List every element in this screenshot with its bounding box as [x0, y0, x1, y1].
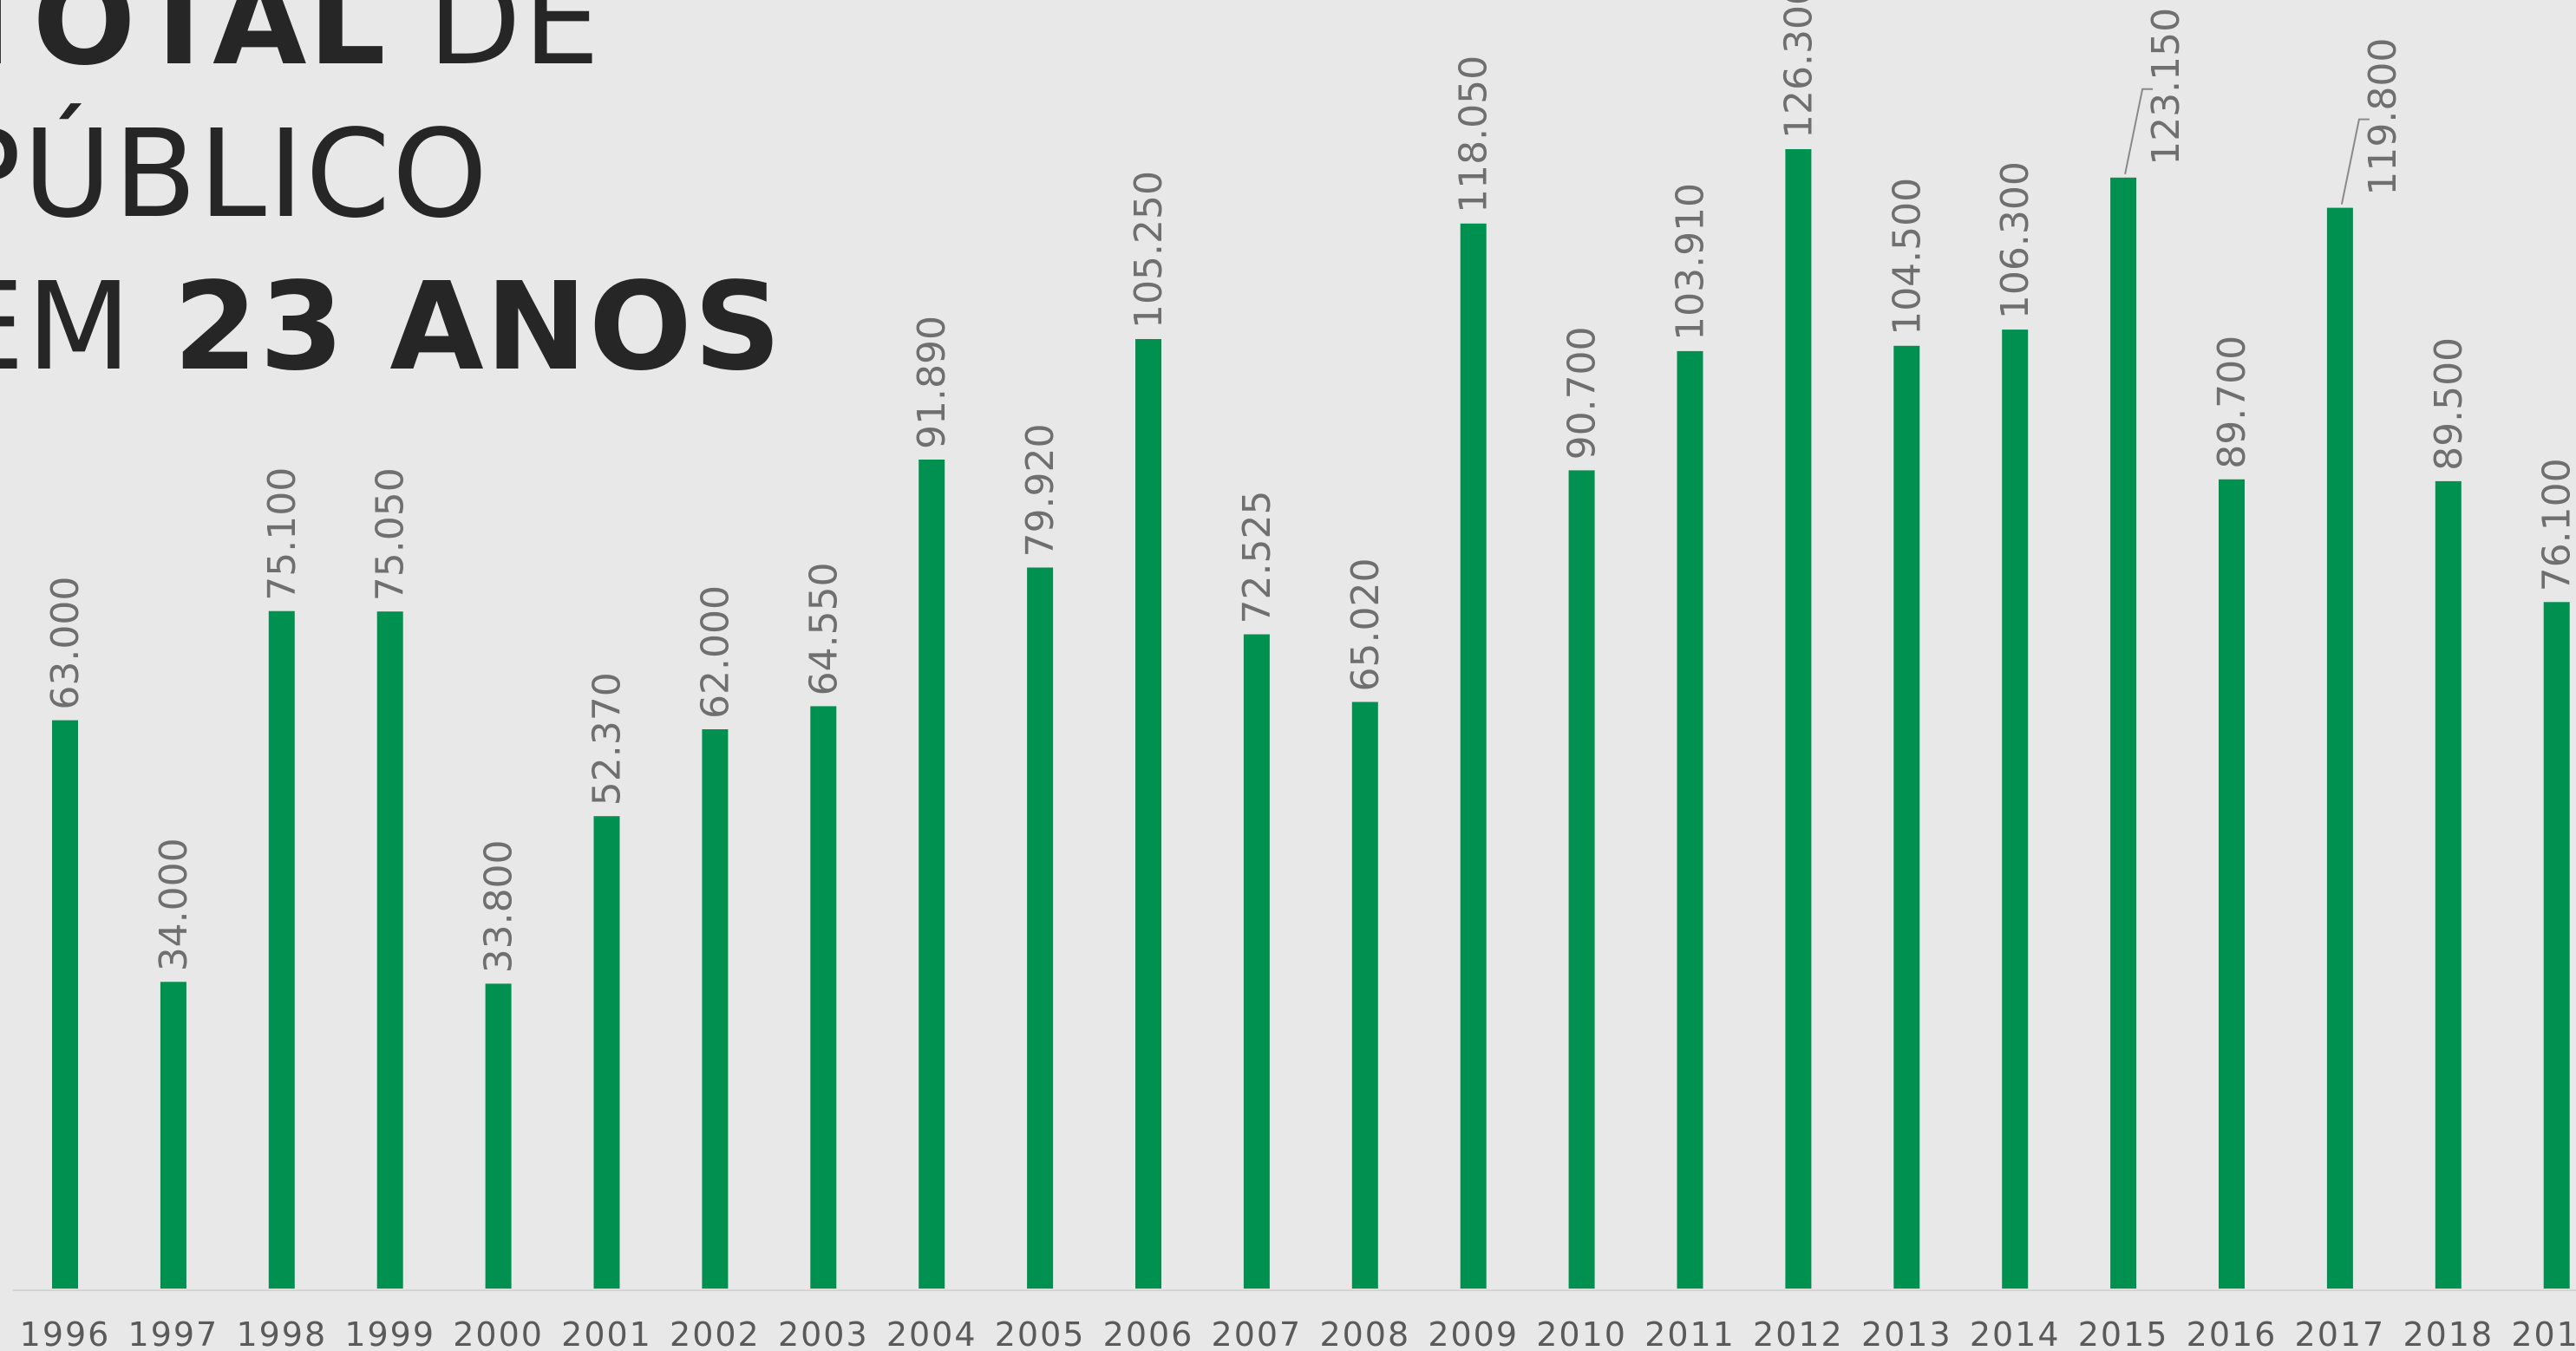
bar-1999	[376, 611, 403, 1289]
data-label-2002: 62.000	[693, 585, 737, 719]
x-tick-1997: 1997	[128, 1315, 219, 1351]
data-label-2014: 106.300	[1993, 161, 2037, 319]
x-tick-2007: 2007	[1212, 1315, 1303, 1351]
x-tick-2009: 2009	[1428, 1315, 1519, 1351]
bar-2001	[593, 816, 620, 1289]
data-label-2017: 119.800	[2361, 38, 2405, 196]
data-label-2000: 33.800	[477, 839, 521, 973]
x-tick-2008: 2008	[1319, 1315, 1410, 1351]
title-line-2: PÚBLICO	[0, 104, 490, 245]
bar-2003	[810, 706, 837, 1289]
x-tick-2016: 2016	[2187, 1315, 2278, 1351]
bar-2000	[485, 983, 512, 1289]
data-label-1996: 63.000	[43, 577, 88, 710]
bar-2015	[2110, 177, 2137, 1289]
data-label-2007: 72.525	[1235, 491, 1279, 624]
data-label-2009: 118.050	[1452, 55, 1496, 213]
bar-2017	[2326, 207, 2353, 1289]
x-tick-2003: 2003	[778, 1315, 869, 1351]
x-tick-2000: 2000	[453, 1315, 544, 1351]
x-tick-2017: 2017	[2295, 1315, 2386, 1351]
data-label-1997: 34.000	[152, 838, 196, 971]
x-tick-2001: 2001	[561, 1315, 652, 1351]
data-label-2008: 65.020	[1344, 558, 1388, 692]
bar-2010	[1568, 470, 1595, 1289]
data-label-2018: 89.500	[2427, 337, 2471, 471]
x-tick-2005: 2005	[995, 1315, 1086, 1351]
x-tick-2018: 2018	[2403, 1315, 2494, 1351]
title-line-3: EM 23 ANOS	[0, 251, 783, 404]
x-tick-2015: 2015	[2078, 1315, 2169, 1351]
bar-2004	[919, 460, 945, 1289]
bar-2011	[1677, 350, 1703, 1289]
data-label-2005: 79.920	[1018, 424, 1062, 558]
bar-2013	[1893, 345, 1920, 1289]
bar-1998	[268, 610, 295, 1289]
data-label-2001: 52.370	[585, 672, 630, 806]
title-line-1-bold: TOTAL	[0, 0, 388, 93]
title-line-3-bold: 23 ANOS	[173, 257, 783, 398]
data-label-2016: 89.700	[2210, 336, 2254, 469]
data-label-2011: 103.910	[1669, 183, 1713, 341]
x-tick-2011: 2011	[1644, 1315, 1736, 1351]
x-tick-2004: 2004	[886, 1315, 977, 1351]
bar-2006	[1135, 339, 1161, 1289]
data-label-2006: 105.250	[1127, 171, 1171, 329]
title-line-3-light: EM	[0, 257, 134, 398]
x-tick-2013: 2013	[1861, 1315, 1952, 1351]
bar-1997	[160, 982, 186, 1289]
chart-title: TOTAL DE PÚBLICO EM 23 ANOS	[0, 0, 783, 404]
data-label-2012: 126.300	[1776, 0, 1821, 139]
data-label-2010: 90.700	[1560, 326, 1605, 460]
bar-2014	[2002, 330, 2029, 1289]
x-tick-2019: 2019	[2511, 1315, 2576, 1351]
title-line-1-light: DE	[387, 0, 602, 93]
x-tick-1998: 1998	[236, 1315, 327, 1351]
data-label-2004: 91.890	[910, 316, 954, 449]
x-tick-2002: 2002	[670, 1315, 761, 1351]
bar-2002	[702, 729, 729, 1289]
bar-2012	[1785, 149, 1812, 1289]
data-label-2019: 76.100	[2535, 458, 2576, 591]
x-tick-2006: 2006	[1103, 1315, 1194, 1351]
x-tick-2012: 2012	[1753, 1315, 1844, 1351]
x-tick-1999: 1999	[344, 1315, 435, 1351]
bar-2018	[2435, 480, 2462, 1289]
x-tick-2010: 2010	[1536, 1315, 1627, 1351]
data-label-2003: 64.550	[801, 562, 846, 695]
bar-2007	[1243, 634, 1270, 1289]
data-label-1999: 75.050	[369, 467, 413, 601]
x-tick-1996: 1996	[20, 1315, 111, 1351]
bar-2019	[2543, 602, 2570, 1289]
bar-2005	[1027, 567, 1054, 1289]
leader-line-2015	[2124, 88, 2154, 174]
x-tick-2014: 2014	[1970, 1315, 2061, 1351]
bar-2008	[1351, 702, 1378, 1289]
data-label-1998: 75.100	[260, 467, 304, 601]
data-label-2013: 104.500	[1885, 178, 1929, 336]
bar-1996	[52, 720, 78, 1289]
leader-line-2017	[2340, 118, 2370, 205]
bar-2009	[1460, 223, 1487, 1289]
bar-2016	[2219, 479, 2245, 1289]
data-label-2015: 123.150	[2144, 8, 2188, 166]
title-line-1: TOTAL DE	[0, 0, 783, 99]
